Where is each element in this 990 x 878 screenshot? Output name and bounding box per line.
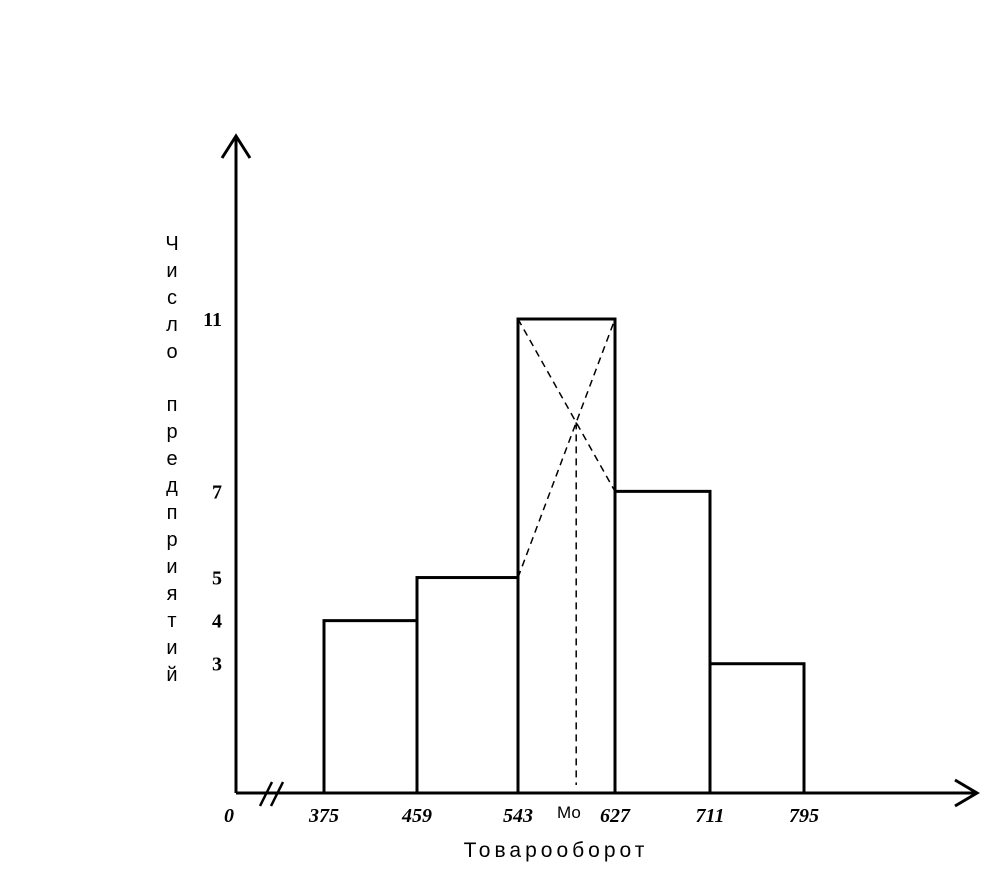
- y-axis-title-char: т: [167, 610, 176, 632]
- bars-layer: [322, 317, 806, 795]
- y-axis-title-char: е: [166, 448, 177, 470]
- y-tick-label: 11: [203, 309, 222, 331]
- x-tick-label: 795: [789, 805, 819, 827]
- y-axis-title-char: п: [167, 394, 178, 416]
- axis-break-icon: [269, 781, 285, 807]
- x-tick-label: 543: [503, 805, 533, 827]
- mode-diagonal: [517, 318, 616, 578]
- mode-label: Мо: [557, 803, 581, 822]
- x-origin-label: 0: [224, 805, 234, 827]
- x-tick-label: 459: [401, 805, 432, 827]
- y-axis-title-char: о: [166, 341, 177, 363]
- y-axis-title-char: Ч: [165, 233, 178, 255]
- axes: [220, 133, 980, 808]
- y-axis-title-char: я: [167, 583, 178, 605]
- x-tick-label: 711: [696, 805, 725, 827]
- x-tick-labels: 0 375 459 543 627 711 795: [224, 805, 819, 827]
- y-axis-title-char: л: [166, 314, 178, 336]
- y-axis-title-char: д: [166, 475, 178, 497]
- x-axis-title: Товарооборот: [464, 839, 649, 862]
- histogram-bar: [516, 317, 617, 795]
- y-axis-title-char: и: [166, 260, 177, 282]
- y-tick-label: 5: [212, 568, 222, 590]
- axis-break-icon: [258, 781, 274, 807]
- y-axis-arrow-icon: [220, 133, 252, 159]
- y-tick-labels: 3 4 5 7 11: [203, 309, 222, 676]
- y-axis-title-char: п: [167, 502, 178, 524]
- y-axis-title-char: р: [166, 529, 177, 551]
- histogram-bar: [415, 576, 520, 795]
- y-axis-title-char: и: [166, 556, 177, 578]
- y-axis-title-char: р: [166, 421, 177, 443]
- x-tick-label: 627: [600, 805, 631, 827]
- y-tick-label: 3: [212, 654, 222, 676]
- mode-construction: [517, 318, 616, 785]
- x-tick-label: 375: [308, 805, 339, 827]
- mode-diagonal: [517, 318, 616, 492]
- y-tick-label: 7: [212, 481, 222, 503]
- y-axis-title-char: й: [166, 664, 177, 686]
- y-axis-title-char: с: [167, 287, 177, 309]
- histogram-bar: [708, 662, 806, 795]
- y-tick-label: 4: [212, 611, 222, 633]
- y-axis-title-char: и: [166, 637, 177, 659]
- x-axis-arrow-icon: [954, 778, 980, 808]
- histogram-bar: [613, 489, 712, 795]
- histogram-bar: [322, 619, 419, 795]
